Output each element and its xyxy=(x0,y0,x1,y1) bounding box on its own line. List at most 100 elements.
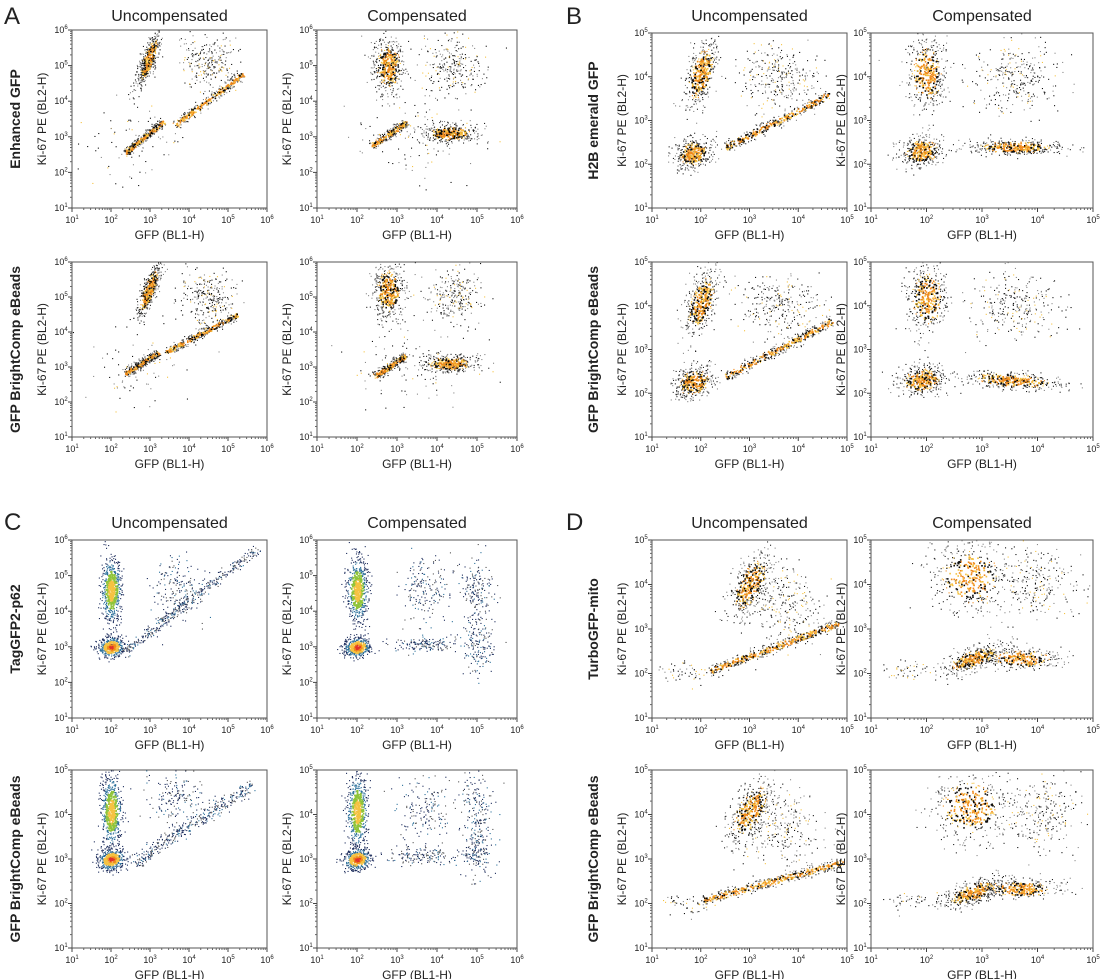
data-point xyxy=(185,345,187,347)
data-point xyxy=(126,367,128,369)
data-point xyxy=(210,299,212,301)
data-point xyxy=(160,354,162,356)
data-point xyxy=(175,123,178,125)
data-point xyxy=(129,145,131,148)
data-point xyxy=(140,77,142,79)
column-title: Uncompensated xyxy=(691,8,808,25)
data-point xyxy=(150,129,153,132)
data-point xyxy=(439,122,441,124)
data-point xyxy=(205,284,207,286)
data-point xyxy=(142,73,144,75)
data-point xyxy=(214,310,216,312)
data-point xyxy=(154,352,156,354)
data-point xyxy=(191,337,193,339)
data-point xyxy=(144,61,146,63)
data-point xyxy=(461,132,463,134)
data-point xyxy=(126,372,128,375)
data-point xyxy=(392,66,394,69)
data-point xyxy=(466,76,468,78)
data-point xyxy=(442,68,444,70)
x-tick-label: 104 xyxy=(182,215,196,225)
data-point xyxy=(140,363,142,366)
data-point xyxy=(222,324,224,326)
data-point xyxy=(180,344,183,347)
data-point xyxy=(440,67,442,69)
data-point xyxy=(456,132,459,134)
data-point xyxy=(150,287,153,289)
data-point xyxy=(219,297,221,299)
data-point xyxy=(156,34,158,36)
data-point xyxy=(376,91,378,93)
data-point xyxy=(487,148,489,150)
data-point xyxy=(85,396,87,398)
data-point xyxy=(462,82,464,84)
data-point xyxy=(386,299,389,302)
data-point xyxy=(187,337,189,339)
data-point xyxy=(151,61,153,64)
data-point xyxy=(230,303,232,305)
data-point xyxy=(477,84,479,86)
data-point xyxy=(439,126,441,128)
data-point xyxy=(153,278,156,280)
data-point xyxy=(477,133,479,135)
data-point xyxy=(188,336,190,338)
data-point xyxy=(154,59,156,61)
data-point xyxy=(382,282,384,285)
data-point xyxy=(134,145,136,147)
data-point xyxy=(389,137,391,139)
data-point xyxy=(178,126,180,128)
data-point xyxy=(207,330,210,333)
data-point xyxy=(161,121,163,124)
data-point xyxy=(132,369,134,372)
data-point xyxy=(380,266,382,268)
data-point xyxy=(152,60,154,62)
data-point xyxy=(429,64,431,66)
data-point xyxy=(381,309,383,311)
data-point xyxy=(396,321,398,323)
data-point xyxy=(384,72,387,75)
data-point xyxy=(180,118,183,120)
data-point xyxy=(381,94,383,96)
data-point xyxy=(378,294,381,297)
data-point xyxy=(214,92,216,95)
data-point xyxy=(388,162,390,164)
y-tick-exponent: 6 xyxy=(64,25,68,31)
data-point xyxy=(220,311,222,313)
data-point xyxy=(224,89,226,92)
data-point xyxy=(382,136,384,138)
data-point xyxy=(214,316,216,318)
data-point xyxy=(460,58,462,60)
data-point xyxy=(400,123,403,125)
data-point xyxy=(180,127,182,129)
data-point xyxy=(126,374,128,376)
data-point xyxy=(145,62,148,65)
data-point xyxy=(218,87,220,89)
data-point xyxy=(399,70,401,72)
data-point xyxy=(152,146,154,148)
data-point xyxy=(392,294,395,297)
data-point xyxy=(185,294,187,296)
data-point xyxy=(221,299,223,301)
data-point xyxy=(132,373,134,375)
data-point xyxy=(102,357,104,359)
data-point xyxy=(148,57,151,60)
data-point xyxy=(377,314,379,316)
data-point xyxy=(143,292,145,295)
data-point xyxy=(464,83,466,85)
data-point xyxy=(148,44,150,46)
data-point xyxy=(152,277,154,279)
data-point xyxy=(426,128,428,130)
data-point xyxy=(401,68,403,70)
data-point xyxy=(448,39,450,41)
data-point xyxy=(378,57,380,59)
data-point xyxy=(424,177,426,179)
data-point xyxy=(386,47,388,49)
data-point xyxy=(373,144,375,146)
data-point xyxy=(222,62,224,64)
data-point xyxy=(204,334,206,336)
data-point xyxy=(394,74,396,77)
data-point xyxy=(389,78,392,81)
data-point xyxy=(383,71,386,74)
data-point xyxy=(384,57,386,59)
data-point xyxy=(135,142,138,145)
